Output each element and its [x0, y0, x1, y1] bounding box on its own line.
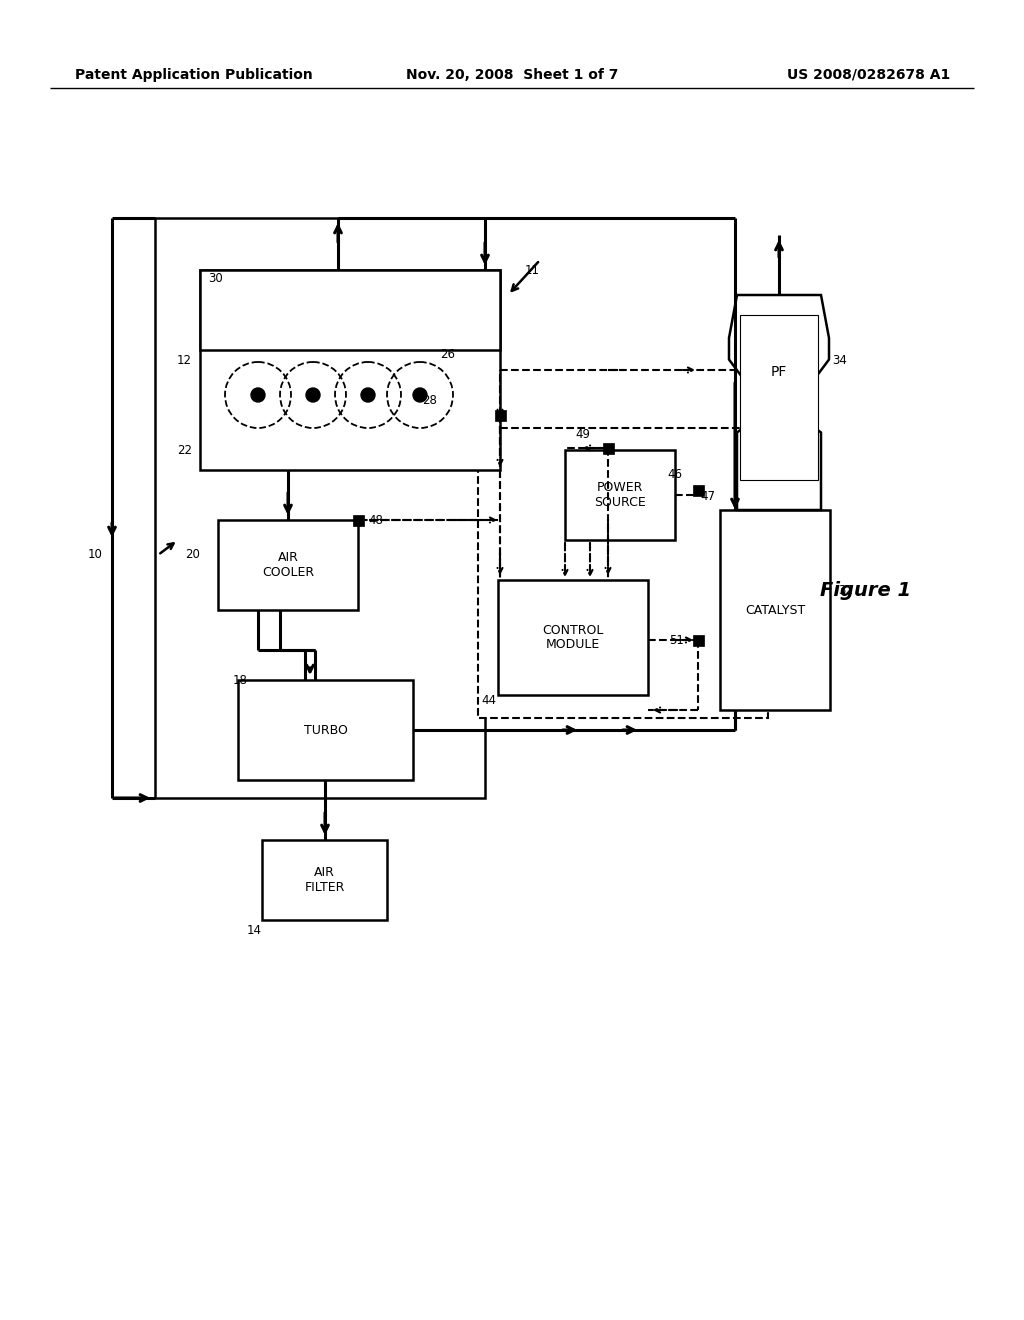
Text: CATALYST: CATALYST — [744, 603, 805, 616]
Circle shape — [306, 388, 319, 403]
Bar — [692, 635, 703, 645]
Bar — [262, 840, 387, 920]
Text: 32: 32 — [838, 583, 853, 597]
Text: 18: 18 — [233, 673, 248, 686]
Circle shape — [361, 388, 375, 403]
Bar — [565, 450, 675, 540]
Text: TURBO: TURBO — [303, 723, 347, 737]
Text: CONTROL
MODULE: CONTROL MODULE — [543, 623, 604, 652]
Bar — [495, 409, 506, 421]
Bar — [352, 515, 364, 525]
Text: 22: 22 — [177, 444, 193, 457]
Bar — [692, 484, 703, 495]
Text: Nov. 20, 2008  Sheet 1 of 7: Nov. 20, 2008 Sheet 1 of 7 — [406, 69, 618, 82]
Text: AIR
FILTER: AIR FILTER — [304, 866, 345, 894]
Text: Patent Application Publication: Patent Application Publication — [75, 69, 312, 82]
Bar — [602, 442, 613, 454]
Text: 26: 26 — [440, 348, 455, 362]
Bar — [155, 218, 485, 799]
Bar — [218, 520, 358, 610]
Text: 46: 46 — [667, 469, 682, 482]
Text: AIR
COOLER: AIR COOLER — [262, 550, 314, 579]
Text: 48: 48 — [368, 513, 383, 527]
Bar — [200, 271, 500, 470]
Text: 30: 30 — [208, 272, 223, 285]
Text: 28: 28 — [422, 393, 437, 407]
Text: 11: 11 — [525, 264, 540, 276]
Circle shape — [251, 388, 265, 403]
Text: 14: 14 — [247, 924, 262, 936]
Polygon shape — [729, 294, 829, 510]
Bar — [238, 680, 413, 780]
Bar — [740, 315, 818, 480]
Text: 47: 47 — [700, 491, 715, 503]
Bar — [478, 428, 768, 718]
Bar — [720, 510, 830, 710]
Text: 49: 49 — [575, 429, 590, 441]
Text: 51: 51 — [669, 634, 684, 647]
Text: 10: 10 — [88, 549, 102, 561]
Text: Figure 1: Figure 1 — [820, 581, 911, 599]
Text: 20: 20 — [185, 549, 200, 561]
Text: US 2008/0282678 A1: US 2008/0282678 A1 — [786, 69, 950, 82]
Text: 44: 44 — [481, 693, 496, 706]
Circle shape — [413, 388, 427, 403]
Text: 34: 34 — [831, 354, 847, 367]
Text: POWER
SOURCE: POWER SOURCE — [594, 480, 646, 510]
Text: PF: PF — [771, 366, 787, 380]
Bar — [498, 579, 648, 696]
Bar — [200, 271, 500, 350]
Text: 12: 12 — [177, 354, 193, 367]
